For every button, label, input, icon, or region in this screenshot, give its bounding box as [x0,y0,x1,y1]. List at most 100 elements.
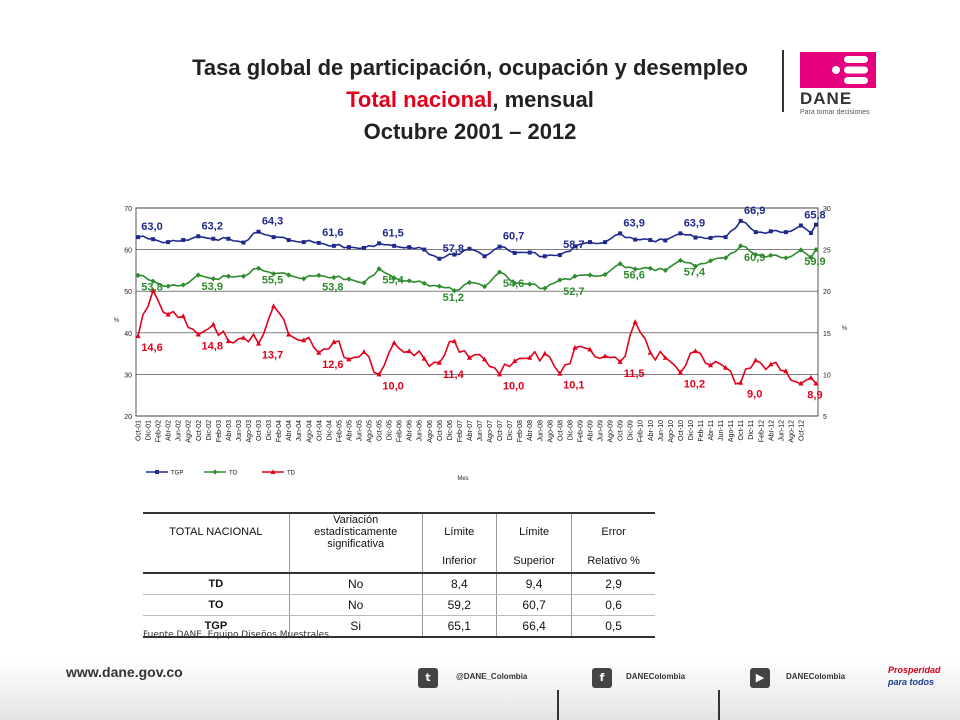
data-point-tgp [678,231,683,236]
data-point-td [512,358,518,364]
data-label-td: 10,0 [503,380,524,392]
data-point-to [753,251,759,258]
site-url[interactable]: www.dane.gov.co [66,664,183,680]
data-point-td [436,359,442,365]
x-tick-label: Jun-07 [477,420,484,442]
x-tick-label: Dic-03 [266,420,273,440]
x-tick-label: Ago-08 [547,420,554,443]
data-point-tgp [814,222,818,227]
row-lower: 65,1 [422,615,497,638]
data-label-to: 57,4 [684,266,706,278]
header-upper-limit: Límite [496,512,573,550]
data-label-to: 53,8 [322,281,343,293]
data-point-td [707,362,714,368]
data-point-to [135,272,141,278]
x-tick-label: Ago-10 [668,420,675,443]
youtube-handle[interactable]: DANEColombia [786,672,846,681]
x-tick-label: Ago-03 [246,420,253,443]
title-line-1: Tasa global de participación, ocupación … [192,55,748,80]
x-tick-label: Abr-03 [226,420,233,441]
x-tick-label: Ago-05 [367,420,374,443]
data-label-to: 60,9 [744,252,765,264]
subheader-empty-1 [143,550,290,574]
x-tick-label: Dic-10 [688,420,695,440]
x-tick-label: Oct-12 [798,420,805,441]
x-tick-label: Jun-06 [417,420,424,442]
series-lines [135,218,819,386]
data-point-td [451,338,457,344]
data-point-to [813,247,819,253]
row-upper: 60,7 [496,594,573,616]
footer-separator [557,690,559,720]
data-point-tgp [362,245,366,250]
page-title: Tasa global de participación, ocupación … [120,52,820,148]
x-tick-label: Ago-02 [186,420,193,443]
data-label-to: 56,6 [623,270,644,282]
data-point-td [768,361,774,367]
data-point-td [497,371,503,377]
data-label-tgp: 64,3 [262,216,283,228]
header-lower-limit: Límite [422,512,497,550]
data-point-td [225,338,231,344]
x-tick-label: Dic-01 [146,420,153,440]
data-point-to [316,272,322,278]
data-label-to: 53,9 [202,281,223,293]
data-point-td [557,370,563,376]
data-point-tgp [331,243,336,248]
data-point-td [662,354,668,360]
data-point-to [707,258,714,264]
data-point-to [150,278,156,284]
data-label-tgp: 66,9 [744,205,765,217]
y-tick-label-right: 15 [823,331,831,338]
facebook-icon[interactable]: f [592,668,612,688]
statistics-table: TOTAL NACIONAL Variación estadísticament… [143,512,655,638]
data-point-to [572,273,578,279]
dane-logo-icon [800,52,876,88]
data-point-td [346,356,352,362]
data-label-td: 11,4 [443,369,465,381]
data-point-to [361,280,367,286]
data-point-td [738,379,744,385]
data-point-td [587,346,593,352]
x-tick-label: Feb-03 [216,420,223,442]
y-tick-label-left: 20 [124,414,132,421]
data-point-tgp [226,236,231,241]
data-point-tgp [633,237,638,242]
data-point-to [738,243,744,249]
row-upper: 9,4 [496,573,573,595]
x-tick-label: Jun-10 [658,420,665,442]
table-row: TD No 8,4 9,4 2,9 [143,573,655,595]
x-tick-label: Abr-07 [467,420,474,441]
data-point-tgp [768,229,773,234]
data-point-td [195,331,201,337]
data-point-tgp [181,238,186,243]
legend-marker [155,470,159,474]
y-tick-label-right: 10 [823,372,831,379]
data-point-tgp [497,244,502,249]
data-point-tgp [603,240,608,245]
logo-separator [782,50,784,112]
facebook-handle[interactable]: DANEColombia [626,672,686,681]
data-point-to [602,271,608,278]
x-tick-label: Oct-07 [497,420,504,441]
data-point-tgp [211,236,216,241]
youtube-icon[interactable]: ▶ [750,668,770,688]
data-label-tgp: 63,9 [623,217,644,229]
table-row: TGP Si 65,1 66,4 0,5 [143,615,655,638]
twitter-handle[interactable]: @DANE_Colombia [456,672,528,681]
twitter-icon[interactable]: t [418,668,438,688]
data-point-to [768,252,774,259]
series-line-tgp [137,219,817,260]
y-tick-label-left: 40 [124,331,132,338]
y-tick-label-right: 20 [823,289,831,296]
x-tick-label: Ago-04 [306,420,313,443]
data-point-to [466,279,473,286]
row-lower: 59,2 [422,594,497,616]
x-tick-label: Dic-09 [628,420,635,440]
x-tick-label: Feb-06 [397,420,404,442]
data-point-to [391,275,397,281]
x-tick-label: Oct-10 [678,420,685,441]
chart-legend: TGP TO TD [146,469,296,477]
x-tick-label: Dic-06 [447,420,454,440]
